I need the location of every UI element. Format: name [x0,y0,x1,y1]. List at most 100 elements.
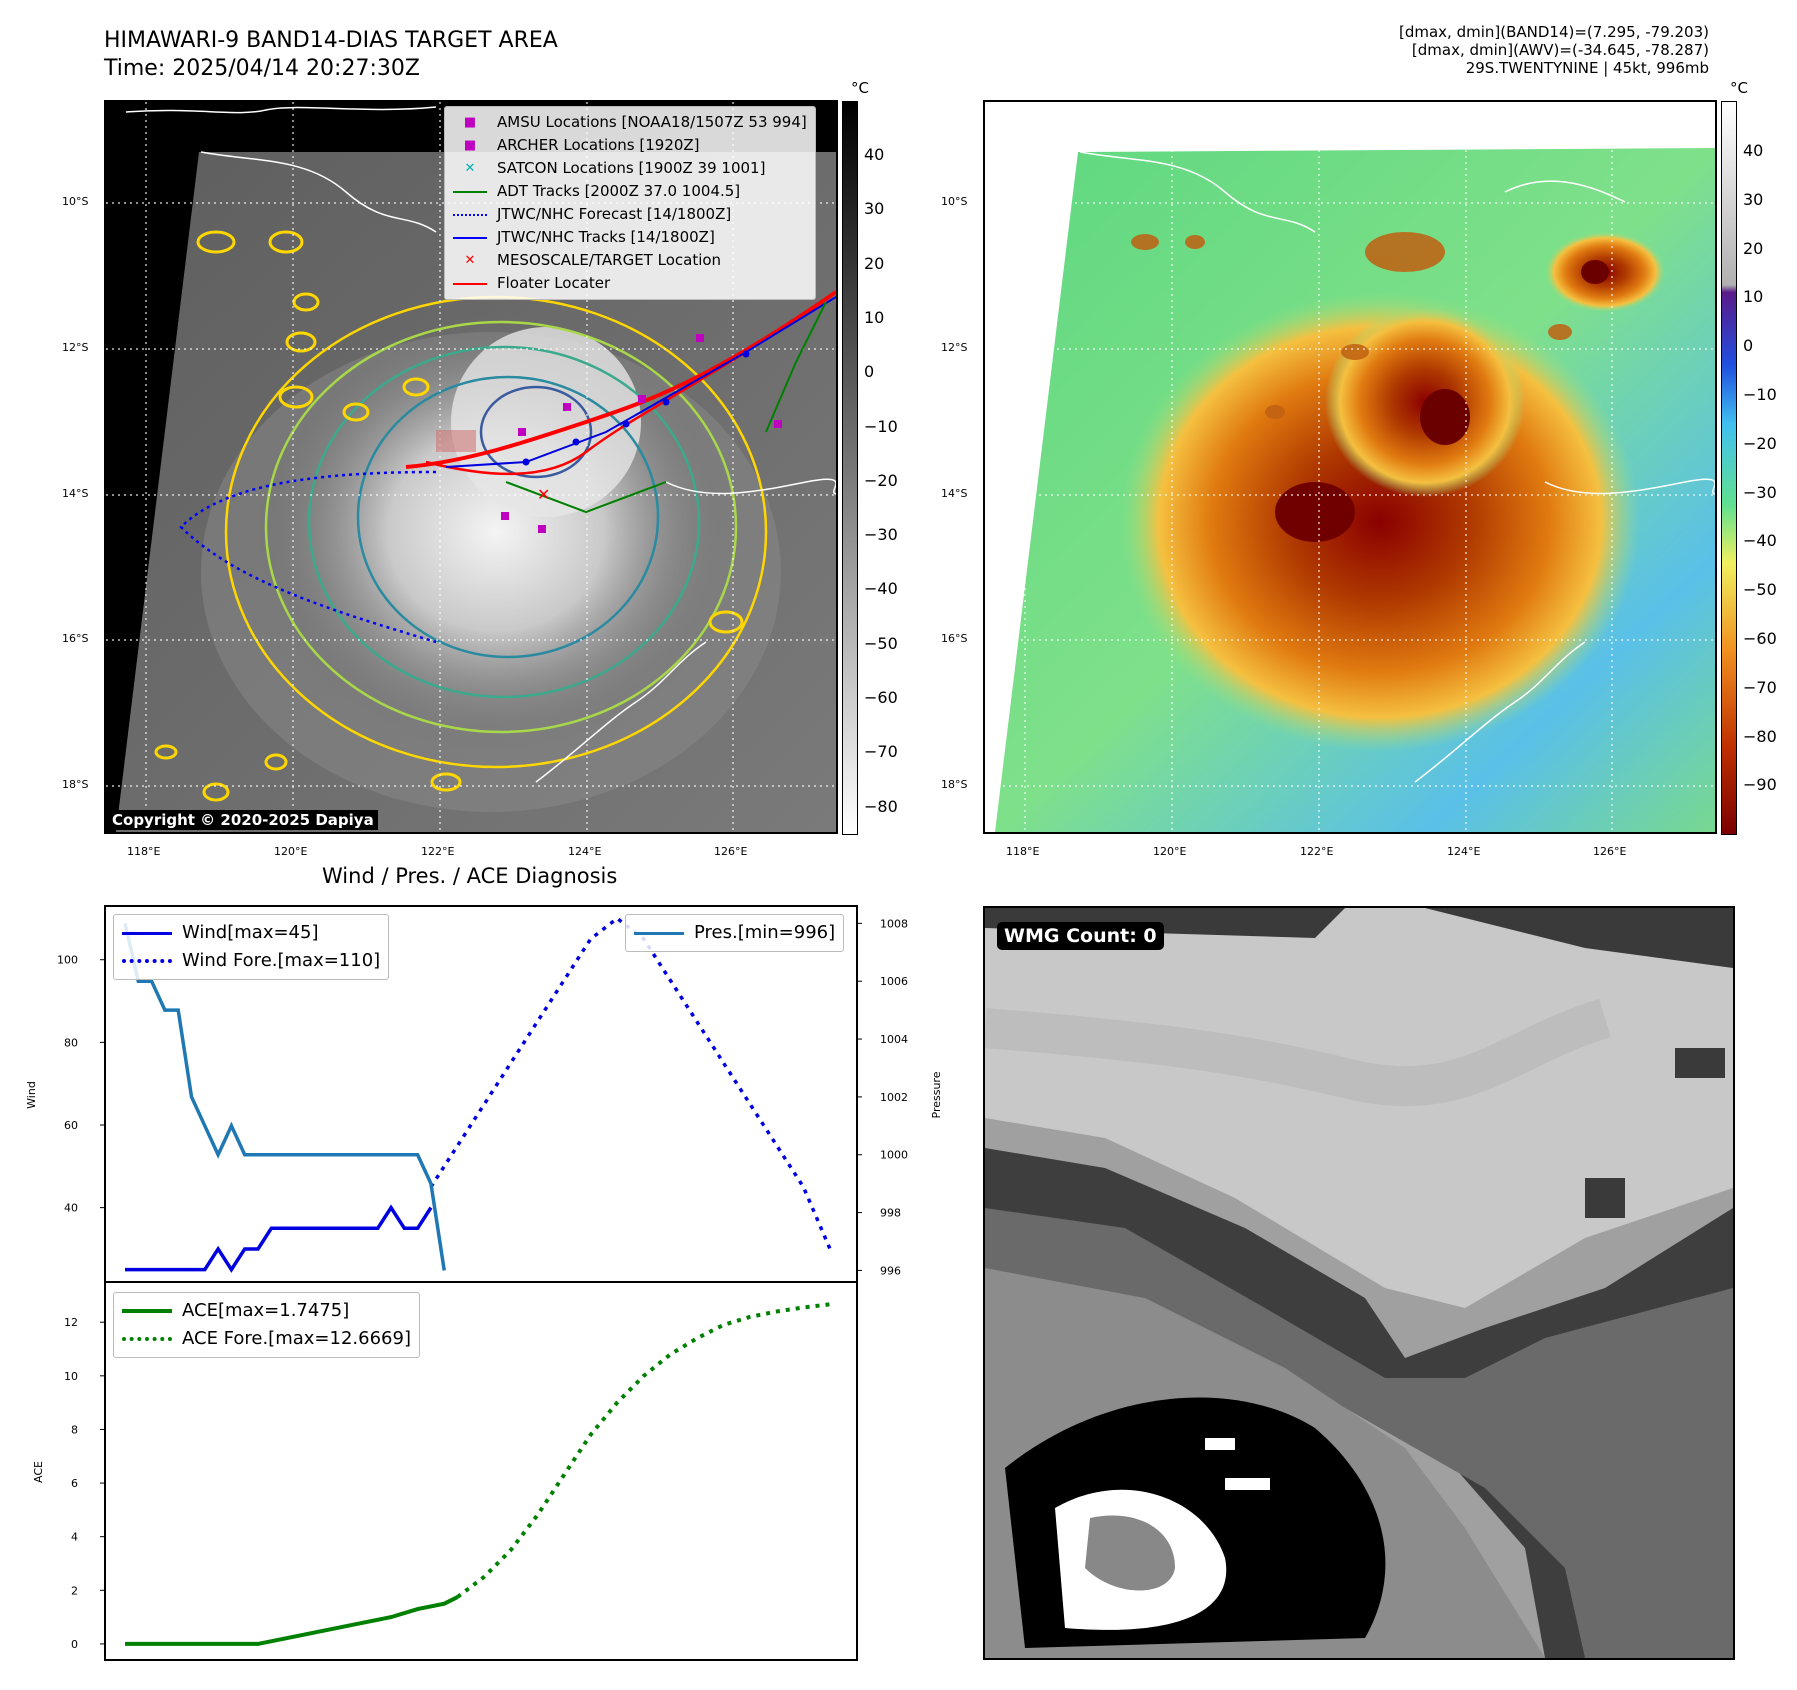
legend-wind: Wind[max=45] [122,919,380,947]
gray-colorbar [842,101,858,835]
legend-item-satcon: ✕ SATCON Locations [1900Z 39 1001] [464,159,766,177]
lon-label: 120°E [274,845,308,858]
colorbar-tick-label: −10 [1743,385,1777,404]
lat-label: 16°S [941,632,968,645]
lon-label: 126°E [714,845,748,858]
header-info: [dmax, dmin](BAND14)=(7.295, -79.203) [d… [1399,23,1709,77]
legend-ace-forecast: ACE Fore.[max=12.6669] [122,1325,411,1353]
storm-info: 29S.TWENTYNINE | 45kt, 996mb [1465,59,1709,77]
lat-label: 14°S [62,487,89,500]
lat-label: 10°S [62,195,89,208]
legend-ace: ACE[max=1.7475] [122,1297,411,1325]
colorbar-tick-label: 0 [864,362,875,382]
lat-label: 10°S [941,195,968,208]
figure-title: HIMAWARI-9 BAND14-DIAS TARGET AREA [104,28,558,53]
lon-label: 120°E [1153,845,1187,858]
copyright: Copyright © 2020-2025 Dapiya [108,810,378,830]
lat-label: 18°S [62,778,89,791]
colorbar-tick-label: 20 [1743,238,1764,258]
pressure-tick-label: 1004 [880,1033,908,1046]
legend-wind-forecast: Wind Fore.[max=110] [122,947,380,975]
colorbar-tick-label: −20 [1743,433,1777,453]
pressure-tick-label: 1000 [880,1149,908,1162]
pressure-tick-label: 1002 [880,1091,908,1104]
ace-legend: ACE[max=1.7475] ACE Fore.[max=12.6669] [113,1292,420,1358]
ir-map-image: ✕ [106,102,836,832]
colorbar-tick-label: −10 [864,416,898,436]
lat-label: 18°S [941,778,968,791]
wind-tick-label: 40 [64,1202,78,1215]
lat-label: 16°S [62,632,89,645]
lon-label: 118°E [127,845,161,858]
ace-tick-label: 8 [71,1423,78,1436]
colorbar-tick-label: −60 [1743,629,1777,648]
svg-text:✕: ✕ [537,485,550,504]
colorbar-tick-label: −70 [1743,677,1777,697]
color-colorbar [1721,101,1737,835]
colorbar-tick-label: −30 [864,525,898,545]
series-line-Wind[max=45] [125,1204,433,1273]
lon-label: 126°E [1593,845,1627,858]
legend-item-forecast: JTWC/NHC Forecast [14/1800Z] [453,203,807,226]
colorbar-tick-label: 40 [1743,141,1764,160]
awv-map-panel [983,100,1717,834]
colorbar-tick-label: −90 [1743,775,1777,795]
colorbar-tick-label: −80 [1743,726,1777,746]
colorbar-tick-label: 40 [864,145,885,164]
legend-item-amsu: ■ AMSU Locations [NOAA18/1507Z 53 994] [463,113,807,131]
wmg-panel: WMG Count: 0 [983,906,1735,1660]
lat-label: 12°S [62,341,89,354]
colorbar-unit: °C [1730,79,1748,97]
figure-time: Time: 2025/04/14 20:27:30Z [104,56,420,81]
colorbar-tick-label: 30 [1743,189,1764,209]
ace-tick-label: 4 [71,1531,78,1544]
ace-tick-label: 12 [64,1316,78,1329]
colorbar-tick-label: −50 [1743,580,1777,600]
wind-legend: Wind[max=45] Wind Fore.[max=110] [113,914,390,980]
colorbar-tick-label: −40 [864,579,898,599]
ace-tick-label: 10 [64,1370,78,1383]
lon-label: 124°E [568,845,602,858]
colorbar-tick-label: 0 [1743,336,1754,356]
series-line-ACE[max=1.7475] [125,1595,459,1646]
wmg-count-badge: WMG Count: 0 [997,922,1164,950]
pressure-tick-label: 1006 [880,975,908,988]
colorbar-tick-label: −60 [864,688,898,707]
ace-tick-label: 6 [71,1477,78,1490]
ace-tick-label: 2 [71,1584,78,1597]
legend-item-target: ✕ MESOSCALE/TARGET Location [464,251,722,269]
legend-item-floater: Floater Locater [453,272,807,295]
legend-item-adt: ADT Tracks [2000Z 37.0 1004.5] [453,180,807,203]
pressure-legend: Pres.[min=996] [625,914,845,952]
colorbar-tick-label: −20 [864,470,898,490]
colorbar-tick-label: −80 [864,796,898,816]
wind-tick-label: 100 [57,954,78,967]
dmax-awv: [dmax, dmin](AWV)=(-34.645, -78.287) [1411,41,1709,59]
legend-item-archer: ■ ARCHER Locations [1920Z] [463,136,700,154]
lon-label: 122°E [1300,845,1334,858]
wind-tick-label: 80 [64,1036,78,1049]
colorbar-tick-label: 10 [1743,287,1764,307]
colorbar-tick-label: 10 [864,307,885,327]
colorbar-tick-label: 20 [864,253,885,273]
dmax-band14: [dmax, dmin](BAND14)=(7.295, -79.203) [1398,23,1709,41]
colorbar-tick-label: −70 [864,742,898,762]
colorbar-tick-label: −50 [864,633,898,653]
ace-tick-label: 0 [71,1638,78,1651]
lon-label: 118°E [1006,845,1040,858]
ace-axis-label: ACE [32,1461,45,1483]
pressure-tick-label: 1008 [880,917,908,930]
colorbar-tick-label: 30 [864,199,885,219]
colorbar-tick-label: −30 [1743,482,1777,502]
lon-label: 122°E [421,845,455,858]
lat-label: 12°S [941,341,968,354]
wind-axis-label: Wind [25,1081,38,1109]
legend-pressure: Pres.[min=996] [634,919,835,947]
lat-label: 14°S [941,487,968,500]
series-line-Wind Fore.[max=110] [429,916,832,1250]
colorbar-unit: °C [851,79,869,97]
series-line-ACE Fore.[max=12.6669] [456,1302,831,1599]
map-legend: ■ AMSU Locations [NOAA18/1507Z 53 994] ■ A… [444,106,816,300]
wind-tick-label: 60 [64,1119,78,1132]
pressure-tick-label: 996 [880,1264,901,1277]
